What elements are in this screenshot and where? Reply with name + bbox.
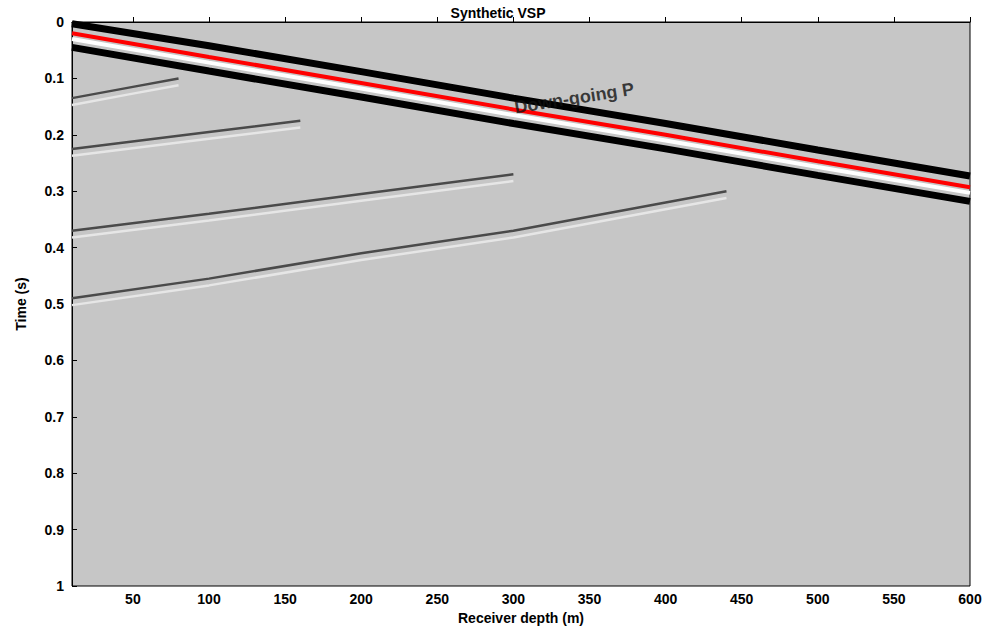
- svg-text:100: 100: [197, 591, 221, 607]
- svg-text:1: 1: [56, 578, 64, 594]
- svg-text:0: 0: [56, 14, 64, 30]
- svg-text:0.9: 0.9: [45, 522, 65, 538]
- svg-text:600: 600: [958, 591, 982, 607]
- svg-text:Receiver depth (m): Receiver depth (m): [458, 610, 584, 626]
- svg-text:200: 200: [350, 591, 374, 607]
- svg-text:250: 250: [426, 591, 450, 607]
- svg-text:0.7: 0.7: [45, 409, 65, 425]
- svg-text:0.3: 0.3: [45, 183, 65, 199]
- svg-text:0.2: 0.2: [45, 127, 65, 143]
- svg-text:0.6: 0.6: [45, 352, 65, 368]
- svg-text:0.5: 0.5: [45, 296, 65, 312]
- svg-text:150: 150: [273, 591, 297, 607]
- svg-text:0.4: 0.4: [45, 240, 65, 256]
- svg-text:50: 50: [125, 591, 141, 607]
- svg-text:0.1: 0.1: [45, 70, 65, 86]
- svg-text:350: 350: [578, 591, 602, 607]
- svg-text:550: 550: [882, 591, 906, 607]
- svg-text:0.8: 0.8: [45, 465, 65, 481]
- svg-text:500: 500: [806, 591, 830, 607]
- svg-text:Synthetic VSP: Synthetic VSP: [451, 5, 546, 21]
- svg-text:Time (s): Time (s): [13, 277, 29, 330]
- svg-text:400: 400: [654, 591, 678, 607]
- svg-text:Down-going P: Down-going P: [513, 79, 636, 118]
- svg-text:300: 300: [502, 591, 526, 607]
- svg-text:450: 450: [730, 591, 754, 607]
